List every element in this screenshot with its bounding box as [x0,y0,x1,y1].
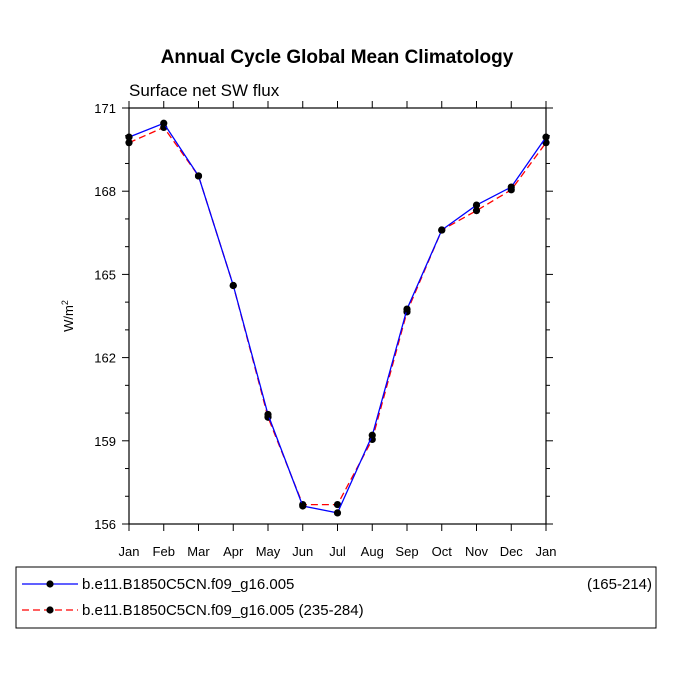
data-point [194,172,203,180]
x-tick-label: Jan [536,544,557,559]
plot-area: 156 159 162 165 168 171 Jan Feb Mar Apr May Jun Jul A… [94,101,556,559]
y-axis-label: W/m2 [60,300,76,332]
x-tick-label: Jul [329,544,346,559]
y-tick-label: 156 [94,517,116,532]
legend-swatch-marker-2 [46,606,54,614]
chart-title: Annual Cycle Global Mean Climatology [161,47,514,68]
data-point [264,410,272,419]
x-tick-label: Feb [153,544,175,559]
legend: b.e11.B1850C5CN.f09_g16.005 (165-214) b.e1… [15,566,657,629]
data-point [333,509,342,517]
x-tick-label: Jan [119,544,140,559]
y-tick-label: 168 [94,184,116,199]
x-tick-label: Nov [465,544,489,559]
chart-subtitle: Surface net SW flux [129,81,280,100]
y-axis-label-text: W/m [61,305,76,332]
data-point [507,183,515,191]
data-point [160,119,168,127]
x-tick-label: Apr [223,544,244,559]
legend-suffix-1: (165-214) [587,576,652,593]
legend-swatch-marker-1 [46,580,54,588]
data-point [125,133,133,141]
x-tick-label: May [256,544,281,559]
data-point [229,281,237,290]
data-point [299,502,307,510]
plot-frame [128,107,547,525]
x-tick-label: Jun [292,544,313,559]
y-tick-label: 162 [94,351,116,366]
data-point [542,133,550,141]
legend-box [15,566,657,629]
data-point [403,305,411,313]
data-point [333,500,342,509]
data-point [125,139,133,147]
legend-label-1: b.e11.B1850C5CN.f09_g16.005 [82,576,294,593]
x-tick-label: Aug [361,544,384,559]
y-tick-label: 165 [94,267,116,282]
x-tick-label: Dec [500,544,524,559]
legend-label-2: b.e11.B1850C5CN.f09_g16.005 (235-284) [82,602,364,619]
y-tick-label: 159 [94,434,116,449]
y-tick-label: 171 [94,101,116,116]
series-line-1 [128,122,547,514]
x-tick-label: Sep [395,544,418,559]
data-point [542,139,550,147]
data-point [438,226,446,234]
data-point [472,207,481,215]
x-tick-label: Mar [187,544,210,559]
data-point [368,431,376,439]
series-line-2 [128,126,547,506]
y-axis-label-superscript: 2 [60,300,70,305]
data-point [472,201,481,209]
x-tick-label: Oct [432,544,453,559]
